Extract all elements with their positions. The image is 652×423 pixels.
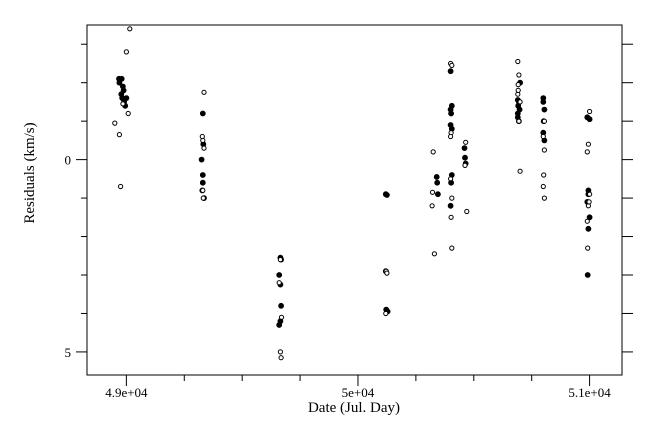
filled-data-point xyxy=(447,106,454,113)
open-data-point xyxy=(585,245,591,251)
y-tick-label: 5 xyxy=(65,345,72,360)
open-data-point xyxy=(383,310,389,317)
x-axis-label: Date (Jul. Day) xyxy=(308,400,400,416)
open-data-point xyxy=(587,191,593,197)
filled-data-point xyxy=(433,174,440,180)
open-data-point xyxy=(541,172,547,178)
filled-data-point xyxy=(585,225,592,232)
open-data-point xyxy=(516,72,522,78)
x-axis: 4.9e+04 5e+04 5.1e+04 xyxy=(105,375,611,400)
filled-data-point xyxy=(116,75,122,82)
filled-data-point xyxy=(541,106,548,113)
open-data-point xyxy=(462,162,468,168)
open-data-point xyxy=(200,187,206,193)
open-data-point xyxy=(448,214,454,220)
open-data-point xyxy=(277,349,283,355)
open-data-point xyxy=(431,251,437,257)
open-data-point xyxy=(515,82,521,88)
filled-data-point xyxy=(276,322,283,328)
y-axis: 05 xyxy=(65,43,633,360)
open-data-point xyxy=(449,245,455,251)
open-data-point xyxy=(429,203,435,209)
data-points xyxy=(112,26,593,361)
open-data-point xyxy=(540,183,546,190)
filled-data-point xyxy=(584,272,591,278)
open-data-point xyxy=(201,89,207,95)
filled-data-point xyxy=(199,110,206,117)
filled-data-point xyxy=(120,87,127,94)
open-data-point xyxy=(515,87,521,94)
filled-data-point xyxy=(461,145,468,152)
open-data-point xyxy=(449,62,455,69)
filled-data-point xyxy=(278,302,285,309)
open-data-point xyxy=(430,149,436,155)
filled-data-point xyxy=(384,192,390,198)
filled-data-point xyxy=(276,272,283,278)
open-data-point xyxy=(448,133,454,140)
open-data-point xyxy=(463,139,469,145)
open-data-point xyxy=(276,280,282,286)
x-tick-label: 5.1e+04 xyxy=(568,385,611,400)
open-data-point xyxy=(584,149,590,155)
open-data-point xyxy=(448,176,454,182)
open-data-point xyxy=(199,133,205,140)
open-data-point xyxy=(429,189,436,195)
filled-data-point xyxy=(434,179,441,186)
filled-data-point xyxy=(199,179,206,186)
plot-frame xyxy=(86,24,623,376)
open-data-point xyxy=(116,132,123,138)
filled-data-point xyxy=(447,68,454,75)
open-data-point xyxy=(127,26,133,32)
open-data-point xyxy=(516,118,522,124)
filled-data-point xyxy=(198,156,205,163)
open-data-point xyxy=(112,120,118,126)
y-tick-label: 0 xyxy=(65,153,72,168)
open-data-point xyxy=(449,195,455,201)
open-data-point xyxy=(540,133,546,140)
filled-data-point xyxy=(516,106,523,113)
open-data-point xyxy=(384,270,390,276)
filled-data-point xyxy=(540,99,547,105)
filled-data-point xyxy=(123,95,130,101)
filled-data-point xyxy=(462,154,468,161)
x-tick-label: 5e+04 xyxy=(342,385,375,400)
open-data-point xyxy=(118,183,124,190)
open-data-point xyxy=(585,141,592,147)
open-data-point xyxy=(278,314,285,320)
open-data-point xyxy=(587,108,593,115)
open-data-point xyxy=(120,101,126,107)
x-tick-label: 4.9e+04 xyxy=(105,385,148,400)
open-data-point xyxy=(517,168,523,174)
filled-data-point xyxy=(447,202,454,209)
open-data-point xyxy=(586,199,592,205)
open-data-point xyxy=(464,208,470,215)
open-data-point xyxy=(125,110,131,117)
filled-data-point xyxy=(435,191,441,198)
open-data-point xyxy=(515,58,521,65)
y-axis-label: Residuals (km/s) xyxy=(22,122,38,223)
open-data-point xyxy=(541,118,548,124)
filled-data-point xyxy=(199,172,206,178)
open-data-point xyxy=(517,99,523,105)
open-data-point xyxy=(123,49,130,55)
filled-data-point xyxy=(586,116,593,123)
open-data-point xyxy=(200,195,206,201)
open-data-point xyxy=(201,145,207,151)
open-data-point xyxy=(541,195,548,201)
open-data-point xyxy=(584,218,590,224)
filled-data-point xyxy=(586,214,593,221)
open-data-point xyxy=(277,257,283,263)
open-data-point xyxy=(541,147,548,153)
open-data-point xyxy=(278,355,284,361)
